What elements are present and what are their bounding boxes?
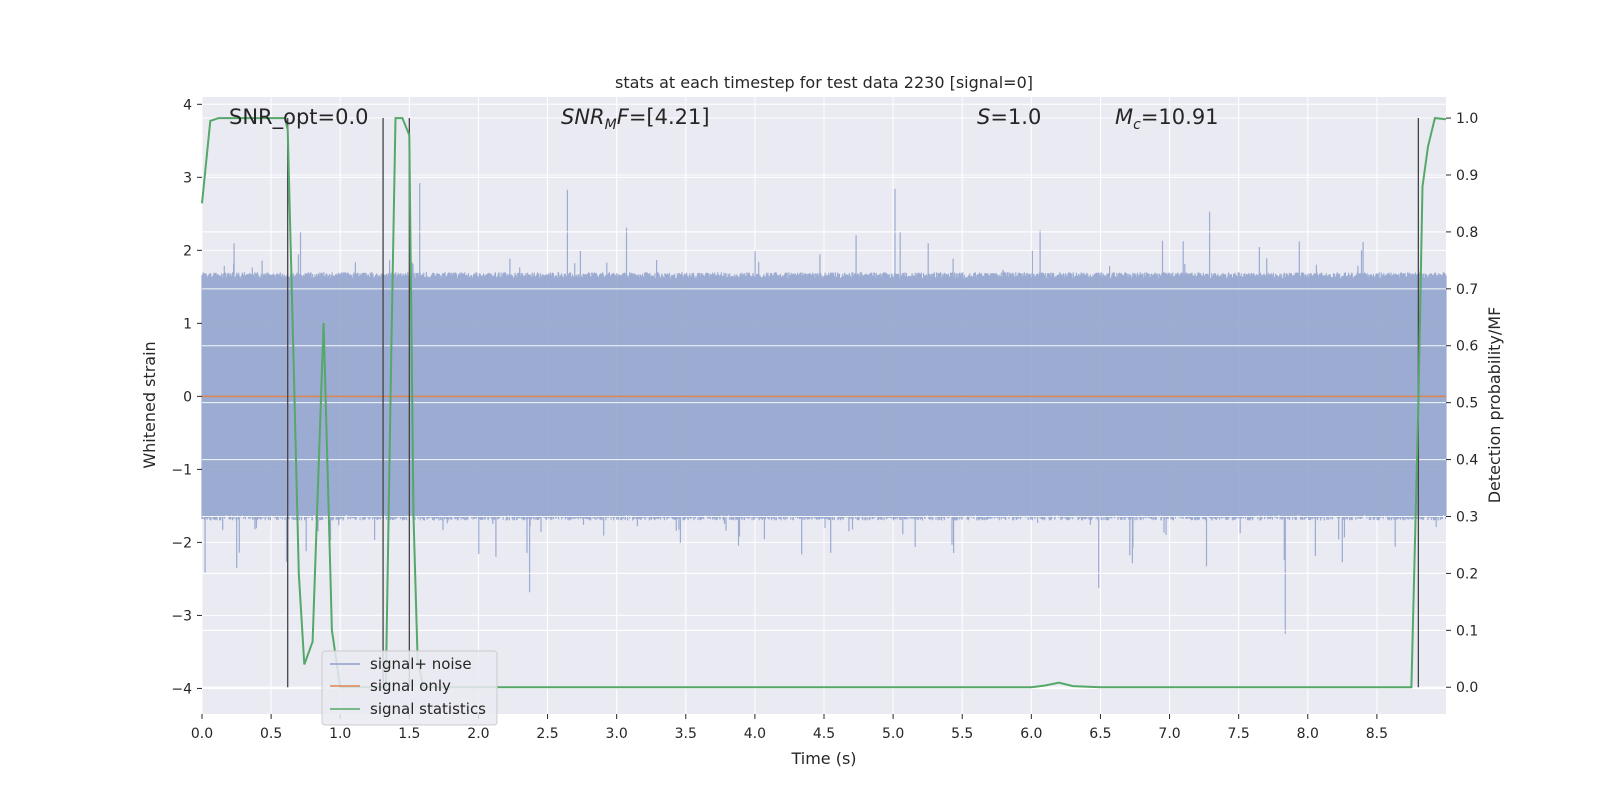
x-axis-ticks: 0.0 0.5 1.0 1.5 2.0 2.5 3.0 3.5 4.0 4.5 5.0 5.5 6.0 6… xyxy=(191,714,1388,742)
x-tick-label: 7.0 xyxy=(1158,726,1180,742)
annotation-snr-mf: SNRMF=[4.21] xyxy=(561,105,710,133)
y-left-tick-label: −4 xyxy=(171,681,192,697)
y-right-tick-label: 1.0 xyxy=(1456,111,1478,127)
x-tick-label: 6.0 xyxy=(1020,726,1042,742)
y-right-tick-label: 0.7 xyxy=(1456,282,1478,298)
y-left-axis-ticks: −4 −3 −2 −1 0 1 2 3 4 xyxy=(171,97,202,697)
x-axis-label: Time (s) xyxy=(790,749,856,768)
x-tick-label: 2.5 xyxy=(536,726,558,742)
x-tick-label: 0.0 xyxy=(191,726,213,742)
signal-statistics-line xyxy=(201,117,1447,689)
y-left-tick-label: 4 xyxy=(183,97,192,113)
x-tick-label: 7.5 xyxy=(1228,726,1250,742)
y-left-tick-label: −3 xyxy=(171,608,192,624)
y-left-tick-label: 0 xyxy=(183,389,192,405)
x-tick-label: 4.5 xyxy=(813,726,835,742)
x-tick-label: 8.0 xyxy=(1297,726,1319,742)
annotation-mc-value: =10.91 xyxy=(1141,105,1219,129)
x-tick-label: 5.0 xyxy=(882,726,904,742)
y-left-tick-label: −1 xyxy=(171,462,192,478)
legend-label-signal-plus-noise: signal+ noise xyxy=(370,655,472,673)
series-signal-statistics xyxy=(201,117,1447,689)
y-right-tick-label: 0.9 xyxy=(1456,168,1478,184)
legend-box xyxy=(321,650,498,726)
y-left-tick-label: 1 xyxy=(183,316,192,332)
legend: signal+ noise signal only signal statist… xyxy=(321,650,498,726)
annotation-s: S=1.0 xyxy=(977,105,1041,129)
chart-title: stats at each timestep for test data 223… xyxy=(615,73,1033,92)
annotation-snr-mf-value: =[4.21] xyxy=(629,105,710,129)
x-tick-label: 1.0 xyxy=(329,726,351,742)
y-right-tick-label: 0.2 xyxy=(1456,566,1478,582)
x-tick-label: 8.5 xyxy=(1366,726,1388,742)
y-left-axis-label: Whitened strain xyxy=(140,341,159,468)
x-tick-label: 0.5 xyxy=(260,726,282,742)
annotation-mc: Mc=10.91 xyxy=(1115,105,1219,133)
y-right-tick-label: 0.3 xyxy=(1456,509,1478,525)
x-tick-label: 6.5 xyxy=(1089,726,1111,742)
x-tick-label: 3.0 xyxy=(606,726,628,742)
x-tick-label: 4.0 xyxy=(744,726,766,742)
y-right-tick-label: 0.5 xyxy=(1456,396,1478,412)
annotation-s-value: =1.0 xyxy=(990,105,1041,129)
x-tick-label: 5.5 xyxy=(951,726,973,742)
y-right-axis-ticks: 0.0 0.1 0.2 0.3 0.4 0.5 0.6 0.7 0.8 0.9 1.0 xyxy=(1446,111,1478,696)
y-right-tick-label: 0.1 xyxy=(1456,623,1478,639)
y-right-tick-label: 0.8 xyxy=(1456,225,1478,241)
y-right-tick-label: 0.6 xyxy=(1456,339,1478,355)
y-right-tick-label: 0.4 xyxy=(1456,453,1478,469)
x-tick-label: 1.5 xyxy=(398,726,420,742)
y-left-tick-label: −2 xyxy=(171,535,192,551)
y-right-axis-label: Detection probability/MF xyxy=(1485,307,1504,504)
x-tick-label: 2.0 xyxy=(467,726,489,742)
annotation-snr-opt: SNR_opt=0.0 xyxy=(229,105,369,130)
y-left-tick-label: 2 xyxy=(183,243,192,259)
y-right-tick-label: 0.0 xyxy=(1456,680,1478,696)
legend-label-signal-only: signal only xyxy=(370,677,451,695)
legend-label-signal-statistics: signal statistics xyxy=(370,700,486,718)
y-left-tick-label: 3 xyxy=(183,170,192,186)
x-tick-label: 3.5 xyxy=(675,726,697,742)
